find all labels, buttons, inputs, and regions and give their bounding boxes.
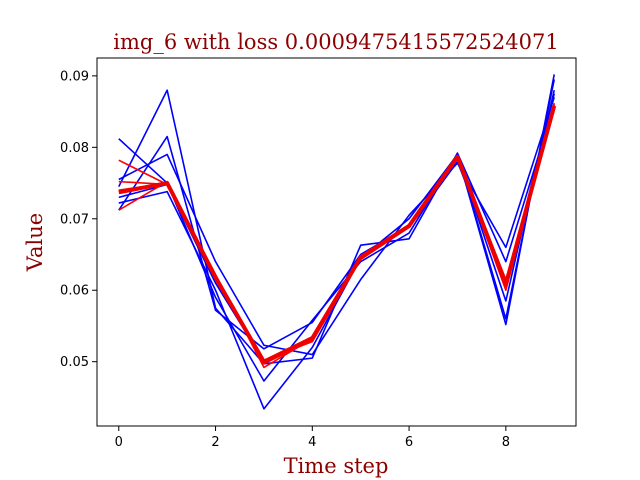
chart-title: img_6 with loss 0.0009475415572524071 [113,30,558,54]
y-tick-label: 0.05 [60,355,89,370]
y-axis: 0.05 0.06 0.07 0.08 0.09 [60,69,97,370]
x-tick-label: 2 [211,435,219,450]
plot-frame [96,57,577,427]
series-line-blue-3 [118,74,556,410]
x-tick-label: 6 [405,435,413,450]
x-tick-label: 4 [308,435,316,450]
y-tick-label: 0.07 [60,212,89,227]
series-layer [118,74,557,410]
y-tick-label: 0.06 [60,284,89,299]
x-axis: 0 2 4 6 8 [115,426,510,450]
x-axis-label: Time step [284,454,389,478]
series-line-blue-4 [118,89,556,350]
x-tick-label: 8 [502,435,510,450]
y-tick-label: 0.09 [60,69,89,84]
y-axis-label: Value [23,213,47,272]
series-line-blue-2 [118,97,555,356]
x-tick-label: 0 [115,435,123,450]
y-tick-label: 0.08 [60,141,89,156]
series-line-thick_red-10 [118,105,557,364]
